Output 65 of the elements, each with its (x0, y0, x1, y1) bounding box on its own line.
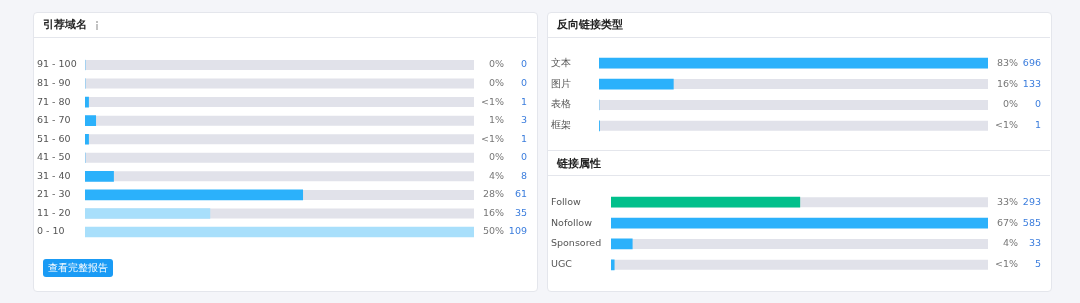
y-tick-label: 61 - 70 (37, 114, 71, 126)
data-label: 109 (508, 225, 527, 237)
text: <1% (480, 132, 504, 144)
bar (85, 171, 114, 182)
data-label: 1 (1034, 119, 1041, 131)
y-tick-label: Sponsored (551, 237, 602, 249)
text: 50% (482, 225, 504, 237)
y-tick-label: 51 - 60 (37, 132, 71, 144)
data-label: 0 (520, 151, 527, 163)
y-tick-label: 91 - 100 (37, 58, 77, 70)
text: 28% (482, 188, 504, 200)
data-label: 35 (514, 206, 527, 218)
y-tick-label: 11 - 20 (37, 206, 71, 218)
data-label: 5 (1034, 258, 1041, 270)
y-tick-label: 31 - 40 (37, 169, 71, 181)
chart-title: 链接属性 (557, 157, 601, 170)
y-tick-label: Nofollow (551, 216, 593, 228)
text: 67% (996, 216, 1018, 228)
text: 1% (488, 114, 504, 126)
text: 4% (1002, 237, 1018, 249)
data-label: 1 (520, 132, 527, 144)
y-tick-label: UGC (551, 258, 573, 270)
y-tick-label: 81 - 90 (37, 77, 71, 89)
text: <1% (480, 95, 504, 107)
bar (85, 115, 97, 126)
bar (611, 259, 615, 271)
text: <1% (994, 258, 1018, 270)
bar (85, 96, 89, 108)
text: 4% (488, 169, 504, 181)
text: 0% (488, 77, 504, 89)
data-label: 133 (1022, 77, 1041, 89)
y-tick-label: 41 - 50 (37, 151, 71, 163)
text: 0% (1002, 98, 1018, 110)
data-label: 61 (514, 188, 527, 200)
text: 33% (996, 195, 1018, 207)
y-tick-label: 文本 (551, 56, 571, 68)
y-tick-label: 71 - 80 (37, 95, 71, 107)
y-tick-label: 0 - 10 (37, 225, 65, 237)
chart-title: 引荐域名 (43, 18, 87, 31)
text: 16% (482, 206, 504, 218)
y-tick-label: 图片 (551, 77, 571, 89)
data-label: 8 (520, 169, 527, 181)
data-label: 585 (1022, 216, 1041, 228)
bar (611, 238, 633, 250)
data-label: 33 (1028, 237, 1041, 249)
text: <1% (994, 119, 1018, 131)
data-label: 1 (520, 95, 527, 107)
text: 查看完整报告 (43, 259, 113, 277)
data-label: 0 (520, 77, 527, 89)
y-tick-label: 框架 (551, 119, 571, 131)
text: 16% (996, 77, 1018, 89)
text: 0% (488, 58, 504, 70)
data-label: 0 (520, 58, 527, 70)
y-tick-label: Follow (551, 195, 582, 207)
text: 83% (996, 56, 1018, 68)
y-tick-label: 表格 (551, 98, 571, 110)
y-tick-label: 21 - 30 (37, 188, 71, 200)
bar (599, 78, 674, 90)
data-label: 3 (520, 114, 527, 126)
data-label: 293 (1022, 195, 1041, 207)
chart-title: 反向链接类型 (557, 18, 623, 31)
data-label: 696 (1022, 56, 1041, 68)
text: 0% (488, 151, 504, 163)
data-label: 0 (1034, 98, 1041, 110)
bar (85, 133, 89, 145)
